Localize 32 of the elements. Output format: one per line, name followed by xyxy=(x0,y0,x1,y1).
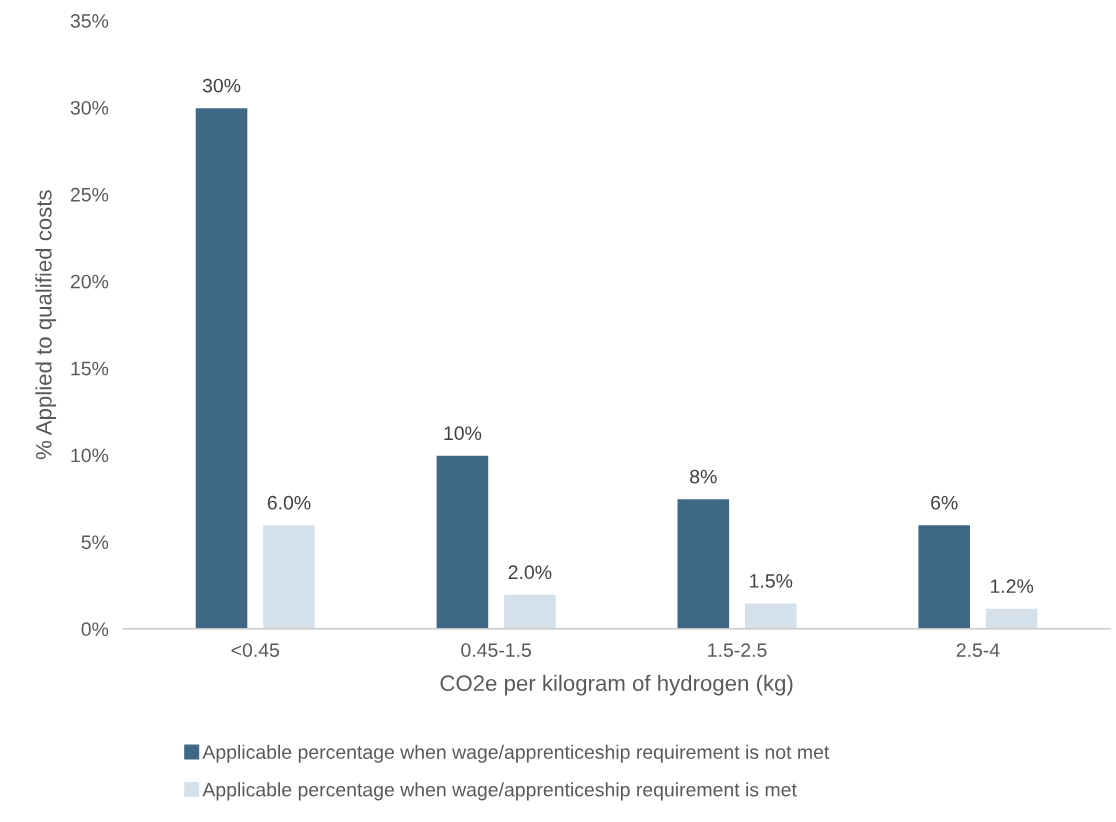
x-tick-label: <0.45 xyxy=(231,643,280,657)
bar xyxy=(194,106,249,629)
data-label: 6.0% xyxy=(267,495,311,510)
data-label: 8% xyxy=(690,469,717,484)
y-tick-label: 20% xyxy=(70,274,109,289)
bar xyxy=(502,593,558,629)
x-tick-label: 1.5-2.5 xyxy=(708,643,767,657)
bar xyxy=(676,497,731,629)
legend-label: Applicable percentage when wage/apprenticeship requirement is not met xyxy=(202,744,830,763)
y-tick-label: 0% xyxy=(81,622,109,637)
y-tick-label: 5% xyxy=(81,535,109,550)
bar xyxy=(917,523,972,629)
bar xyxy=(435,454,490,629)
data-label: 10% xyxy=(444,426,482,441)
legend-label: Applicable percentage when wage/apprenticeship requirement is met xyxy=(202,782,797,801)
y-tick-label: 25% xyxy=(70,187,109,202)
x-axis-title: CO2e per kilogram of hydrogen (kg) xyxy=(440,674,793,696)
data-label: 30% xyxy=(202,78,241,93)
y-tick-label: 30% xyxy=(70,100,109,115)
x-tick-label: 0.45-1.5 xyxy=(461,643,532,657)
bar xyxy=(261,523,317,629)
data-label: 1.5% xyxy=(750,574,793,588)
data-label: 2.0% xyxy=(508,565,552,580)
y-tick-label: 35% xyxy=(70,14,109,28)
bar xyxy=(984,607,1039,629)
y-tick-label: 15% xyxy=(71,361,109,376)
bar xyxy=(743,602,798,629)
y-tick-label: 10% xyxy=(71,448,109,463)
data-label: 1.2% xyxy=(990,579,1034,593)
x-tick-label: 2.5-4 xyxy=(956,643,1000,657)
data-label: 6% xyxy=(931,495,958,510)
y-axis-title: % Applied to qualified costs xyxy=(35,190,57,460)
